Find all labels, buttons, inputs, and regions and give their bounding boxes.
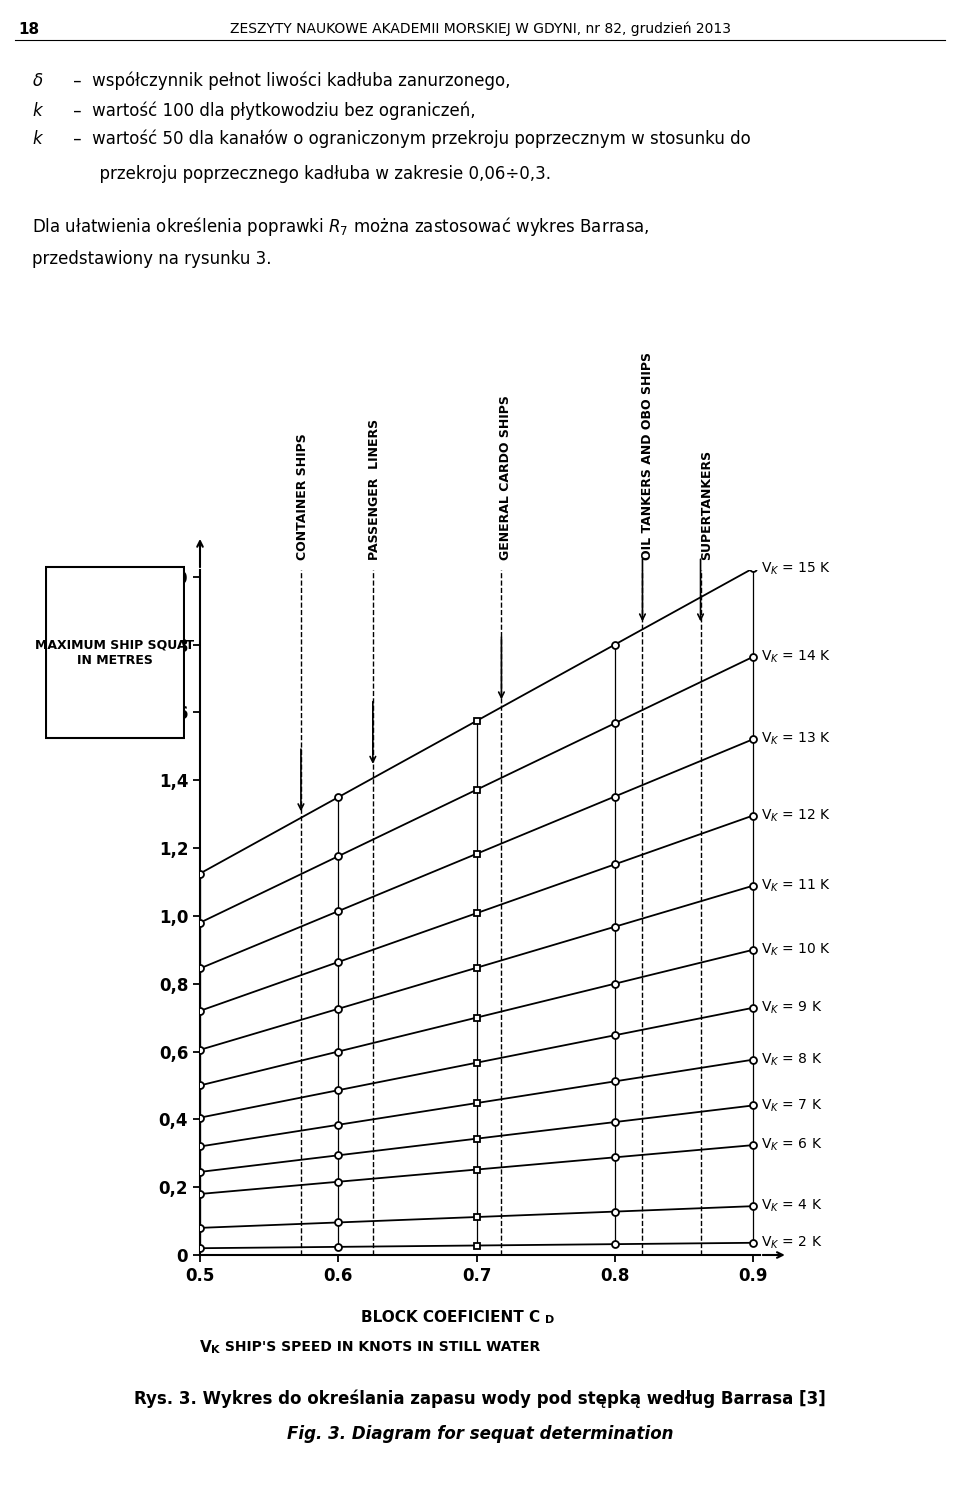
Text: Fig. 3. Diagram for sequat determination: Fig. 3. Diagram for sequat determination xyxy=(287,1425,673,1442)
Text: V$_K$ = 7 K: V$_K$ = 7 K xyxy=(761,1097,823,1114)
Text: MAXIMUM SHIP SQUAT
IN METRES: MAXIMUM SHIP SQUAT IN METRES xyxy=(36,638,195,666)
Text: $k$: $k$ xyxy=(32,129,44,149)
Text: SUPERTANKERS: SUPERTANKERS xyxy=(700,451,713,561)
Text: V$_K$ = 6 K: V$_K$ = 6 K xyxy=(761,1138,823,1154)
Text: V$_K$ = 14 K: V$_K$ = 14 K xyxy=(761,648,831,665)
Text: V$_K$ = 9 K: V$_K$ = 9 K xyxy=(761,999,823,1016)
Text: przedstawiony na rysunku 3.: przedstawiony na rysunku 3. xyxy=(32,250,272,268)
Text: Dla ułatwienia określenia poprawki $R_7$ można zastosować wykres Barrasa,: Dla ułatwienia określenia poprawki $R_7$… xyxy=(32,216,650,238)
Text: –  wartość 100 dla płytkowodziu bez ograniczeń,: – wartość 100 dla płytkowodziu bez ogran… xyxy=(68,103,475,120)
Text: V$_K$ = 15 K: V$_K$ = 15 K xyxy=(761,561,831,577)
Text: OIL TANKERS AND OBO SHIPS: OIL TANKERS AND OBO SHIPS xyxy=(641,352,655,561)
Text: przekroju poprzecznego kadłuba w zakresie 0,06÷0,3.: przekroju poprzecznego kadłuba w zakresi… xyxy=(68,165,551,183)
Text: 18: 18 xyxy=(18,22,39,37)
Text: V$_K$ = 4 K: V$_K$ = 4 K xyxy=(761,1199,823,1215)
Text: PASSENGER  LINERS: PASSENGER LINERS xyxy=(369,419,381,561)
Text: SHIP'S SPEED IN KNOTS IN STILL WATER: SHIP'S SPEED IN KNOTS IN STILL WATER xyxy=(220,1340,540,1355)
FancyBboxPatch shape xyxy=(46,567,183,738)
Text: K: K xyxy=(211,1346,220,1355)
Text: V$_K$ = 8 K: V$_K$ = 8 K xyxy=(761,1051,823,1068)
Text: V$_K$ = 12 K: V$_K$ = 12 K xyxy=(761,807,831,824)
Text: –  współczynnik pełnot liwości kadłuba zanurzonego,: – współczynnik pełnot liwości kadłuba za… xyxy=(68,71,511,91)
Text: V$_K$ = 2 K: V$_K$ = 2 K xyxy=(761,1234,823,1251)
Text: BLOCK COEFICIENT C: BLOCK COEFICIENT C xyxy=(361,1310,540,1325)
Text: V$_K$ = 10 K: V$_K$ = 10 K xyxy=(761,941,831,958)
Text: $\delta$: $\delta$ xyxy=(32,71,43,91)
Text: ZESZYTY NAUKOWE AKADEMII MORSKIEJ W GDYNI, nr 82, grudzień 2013: ZESZYTY NAUKOWE AKADEMII MORSKIEJ W GDYN… xyxy=(229,22,731,37)
Text: V: V xyxy=(200,1340,212,1355)
Text: GENERAL CARDO SHIPS: GENERAL CARDO SHIPS xyxy=(498,396,512,561)
Text: Rys. 3. Wykres do określania zapasu wody pod stępką według Barrasa [3]: Rys. 3. Wykres do określania zapasu wody… xyxy=(134,1390,826,1408)
Text: V$_K$ = 11 K: V$_K$ = 11 K xyxy=(761,877,831,894)
Text: –  wartość 50 dla kanałów o ograniczonym przekroju poprzecznym w stosunku do: – wartość 50 dla kanałów o ograniczonym … xyxy=(68,129,751,149)
Text: D: D xyxy=(545,1315,554,1325)
Text: V$_K$ = 13 K: V$_K$ = 13 K xyxy=(761,732,831,748)
Text: $k$: $k$ xyxy=(32,103,44,120)
Text: CONTAINER SHIPS: CONTAINER SHIPS xyxy=(296,433,309,561)
